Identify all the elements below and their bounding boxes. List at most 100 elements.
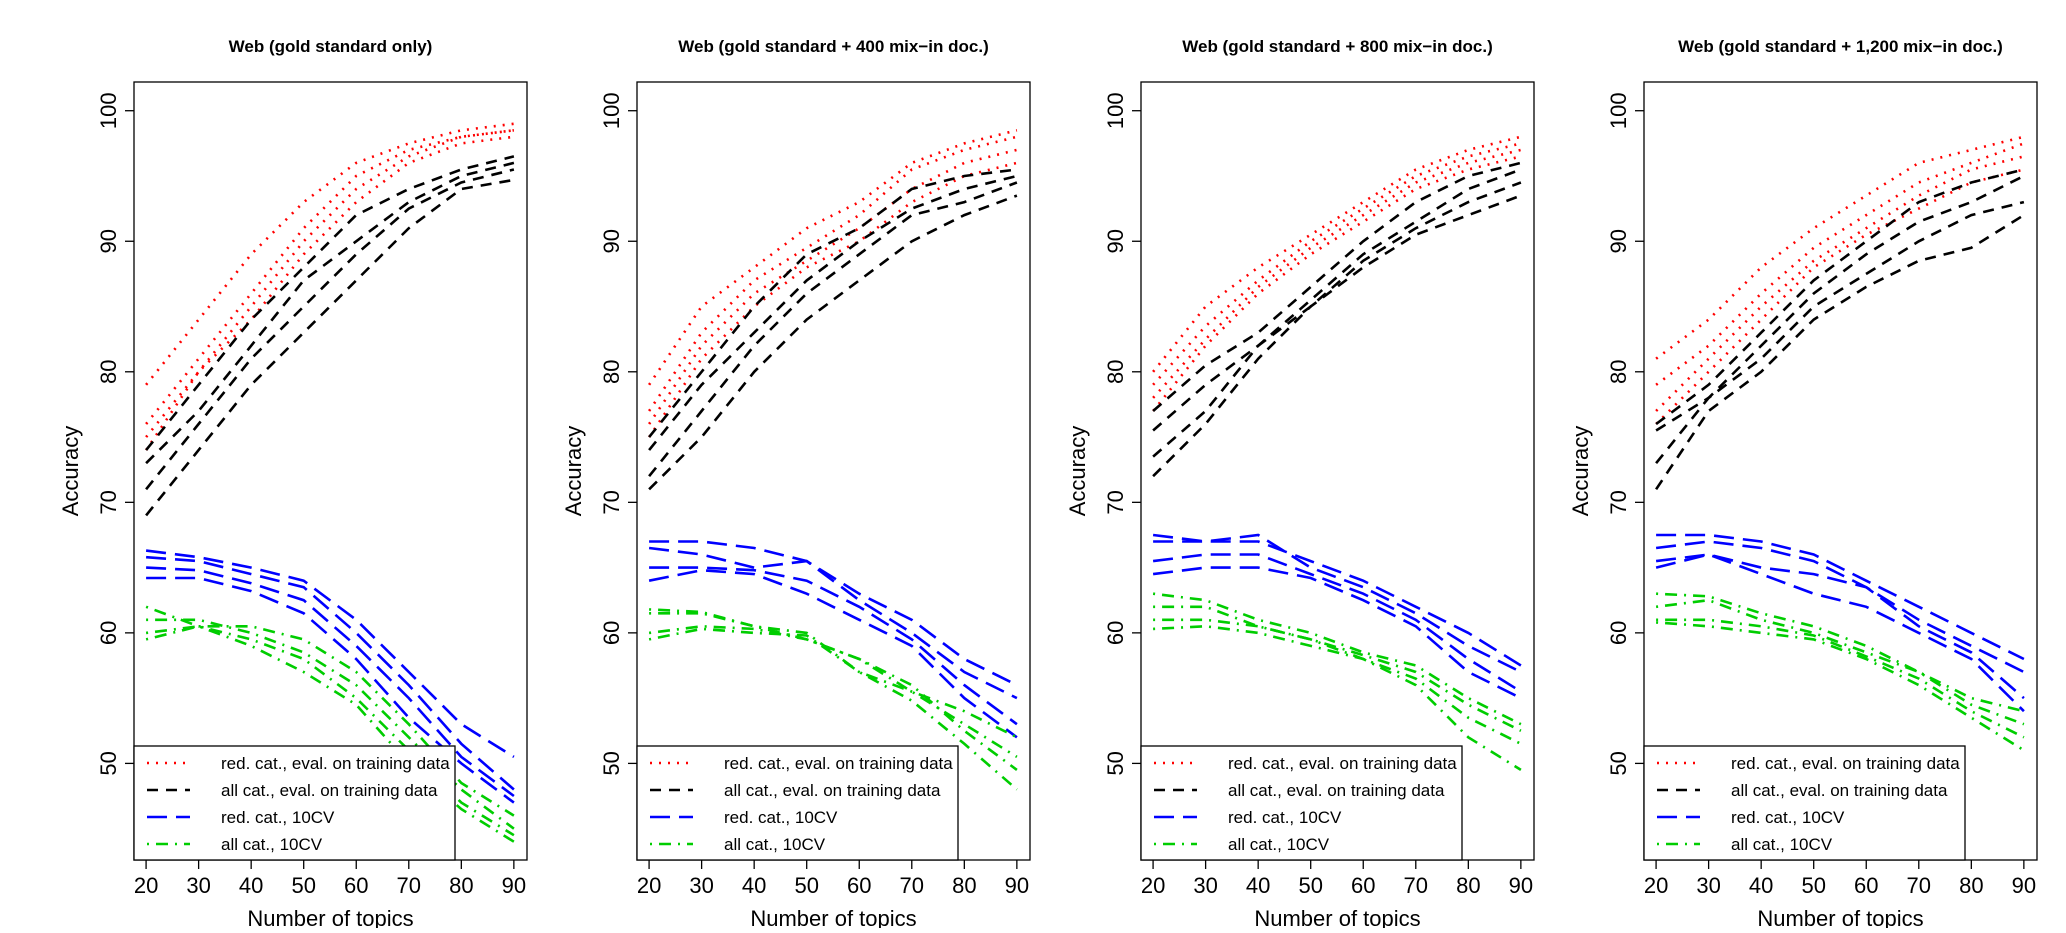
- y-tick-label: 70: [599, 490, 624, 514]
- legend-label: all cat., eval. on training data: [1228, 781, 1445, 800]
- y-tick-label: 60: [599, 621, 624, 645]
- data-line: [1152, 566, 1522, 700]
- x-tick-label: 70: [900, 873, 924, 898]
- y-tick-label: 80: [1103, 360, 1128, 384]
- data-line: [649, 540, 1018, 687]
- x-tick-label: 50: [1298, 873, 1322, 898]
- data-line: [1655, 598, 2025, 726]
- panel: Web (gold standard + 1,200 mix−in doc.) 2…: [1568, 37, 2038, 931]
- y-tick-label: 80: [96, 360, 121, 384]
- data-line: [1152, 142, 1522, 386]
- y-tick-label: 90: [1606, 229, 1631, 253]
- x-tick-label: 20: [134, 873, 158, 898]
- panel-title: Web (gold standard + 1,200 mix−in doc.): [1678, 37, 2003, 56]
- y-tick-label: 60: [1606, 621, 1631, 645]
- data-line: [145, 155, 515, 451]
- data-line: [1655, 142, 2025, 386]
- data-line: [145, 129, 515, 425]
- legend-label: all cat., 10CV: [724, 835, 826, 854]
- y-tick-label: 50: [599, 751, 624, 775]
- x-tick-label: 50: [1801, 873, 1825, 898]
- x-tick-label: 30: [1193, 873, 1217, 898]
- data-line: [1153, 605, 1522, 732]
- x-tick-label: 50: [794, 873, 818, 898]
- x-tick-label: 80: [1959, 873, 1983, 898]
- legend-label: all cat., 10CV: [1731, 835, 1833, 854]
- data-line: [146, 555, 515, 791]
- data-line: [1655, 155, 2025, 412]
- data-line: [648, 546, 1018, 700]
- y-tick-label: 60: [1103, 621, 1128, 645]
- x-tick-label: 20: [637, 873, 661, 898]
- panel-title: Web (gold standard only): [229, 37, 433, 56]
- x-tick-label: 90: [1005, 873, 1029, 898]
- data-line: [1655, 540, 2025, 674]
- panel-title: Web (gold standard + 400 mix−in doc.): [678, 37, 988, 56]
- data-line: [1152, 194, 1522, 478]
- data-line: [1152, 161, 1522, 412]
- panel: Web (gold standard + 400 mix−in doc.) 20 3…: [561, 37, 1031, 931]
- y-axis-label: Accuracy: [1568, 426, 1593, 516]
- x-tick-label: 60: [1854, 873, 1878, 898]
- y-tick-label: 100: [96, 92, 121, 129]
- x-tick-label: 40: [1749, 873, 1773, 898]
- y-tick-label: 90: [1103, 229, 1128, 253]
- y-tick-label: 50: [1606, 751, 1631, 775]
- x-tick-label: 80: [952, 873, 976, 898]
- x-tick-label: 80: [449, 873, 473, 898]
- x-tick-label: 60: [1351, 873, 1375, 898]
- x-tick-label: 30: [1696, 873, 1720, 898]
- legend-label: all cat., eval. on training data: [724, 781, 941, 800]
- panel-title: Web (gold standard + 800 mix−in doc.): [1182, 37, 1492, 56]
- x-tick-label: 40: [1246, 873, 1270, 898]
- data-line: [648, 174, 1018, 451]
- data-line: [146, 566, 515, 798]
- y-axis-label: Accuracy: [58, 426, 83, 516]
- data-line: [1152, 533, 1522, 667]
- x-tick-label: 20: [1644, 873, 1668, 898]
- legend-label: red. cat., 10CV: [1731, 808, 1845, 827]
- data-line: [1152, 553, 1522, 693]
- data-line: [648, 181, 1018, 478]
- x-axis-label: Number of topics: [247, 906, 413, 928]
- x-tick-label: 40: [742, 873, 766, 898]
- plot-frame: [636, 81, 1031, 861]
- x-tick-label: 70: [1907, 873, 1931, 898]
- x-tick-label: 90: [1509, 873, 1533, 898]
- x-tick-label: 30: [186, 873, 210, 898]
- data-line: [145, 178, 515, 517]
- data-line: [146, 576, 515, 804]
- data-line: [1655, 200, 2025, 465]
- y-tick-label: 50: [96, 751, 121, 775]
- data-line: [1656, 533, 2025, 661]
- y-tick-label: 70: [1606, 490, 1631, 514]
- legend-box: [1643, 745, 1966, 861]
- y-tick-label: 100: [1606, 92, 1631, 129]
- legend-label: all cat., 10CV: [1228, 835, 1330, 854]
- data-line: [1152, 148, 1522, 399]
- x-tick-label: 80: [1456, 873, 1480, 898]
- data-line: [145, 168, 515, 491]
- panel: Web (gold standard + 800 mix−in doc.) 20 3…: [1065, 37, 1535, 931]
- y-axis-label: Accuracy: [1065, 426, 1090, 516]
- x-tick-label: 50: [291, 873, 315, 898]
- legend-label: red. cat., eval. on training data: [1731, 754, 1960, 773]
- x-tick-label: 90: [2012, 873, 2036, 898]
- x-axis-label: Number of topics: [1757, 906, 1923, 928]
- y-tick-label: 60: [96, 621, 121, 645]
- data-line: [145, 161, 515, 465]
- data-line: [1656, 621, 2025, 752]
- data-line: [1152, 181, 1522, 458]
- data-line: [1152, 168, 1522, 432]
- legend-label: red. cat., 10CV: [221, 808, 335, 827]
- y-tick-label: 100: [599, 92, 624, 129]
- legend-label: red. cat., eval. on training data: [1228, 754, 1457, 773]
- data-line: [145, 135, 515, 451]
- x-axis-label: Number of topics: [1254, 906, 1420, 928]
- data-line: [1153, 624, 1522, 772]
- legend-box: [636, 745, 959, 861]
- data-line: [1655, 553, 2025, 700]
- data-line: [1655, 168, 2025, 425]
- legend-label: red. cat., eval. on training data: [221, 754, 450, 773]
